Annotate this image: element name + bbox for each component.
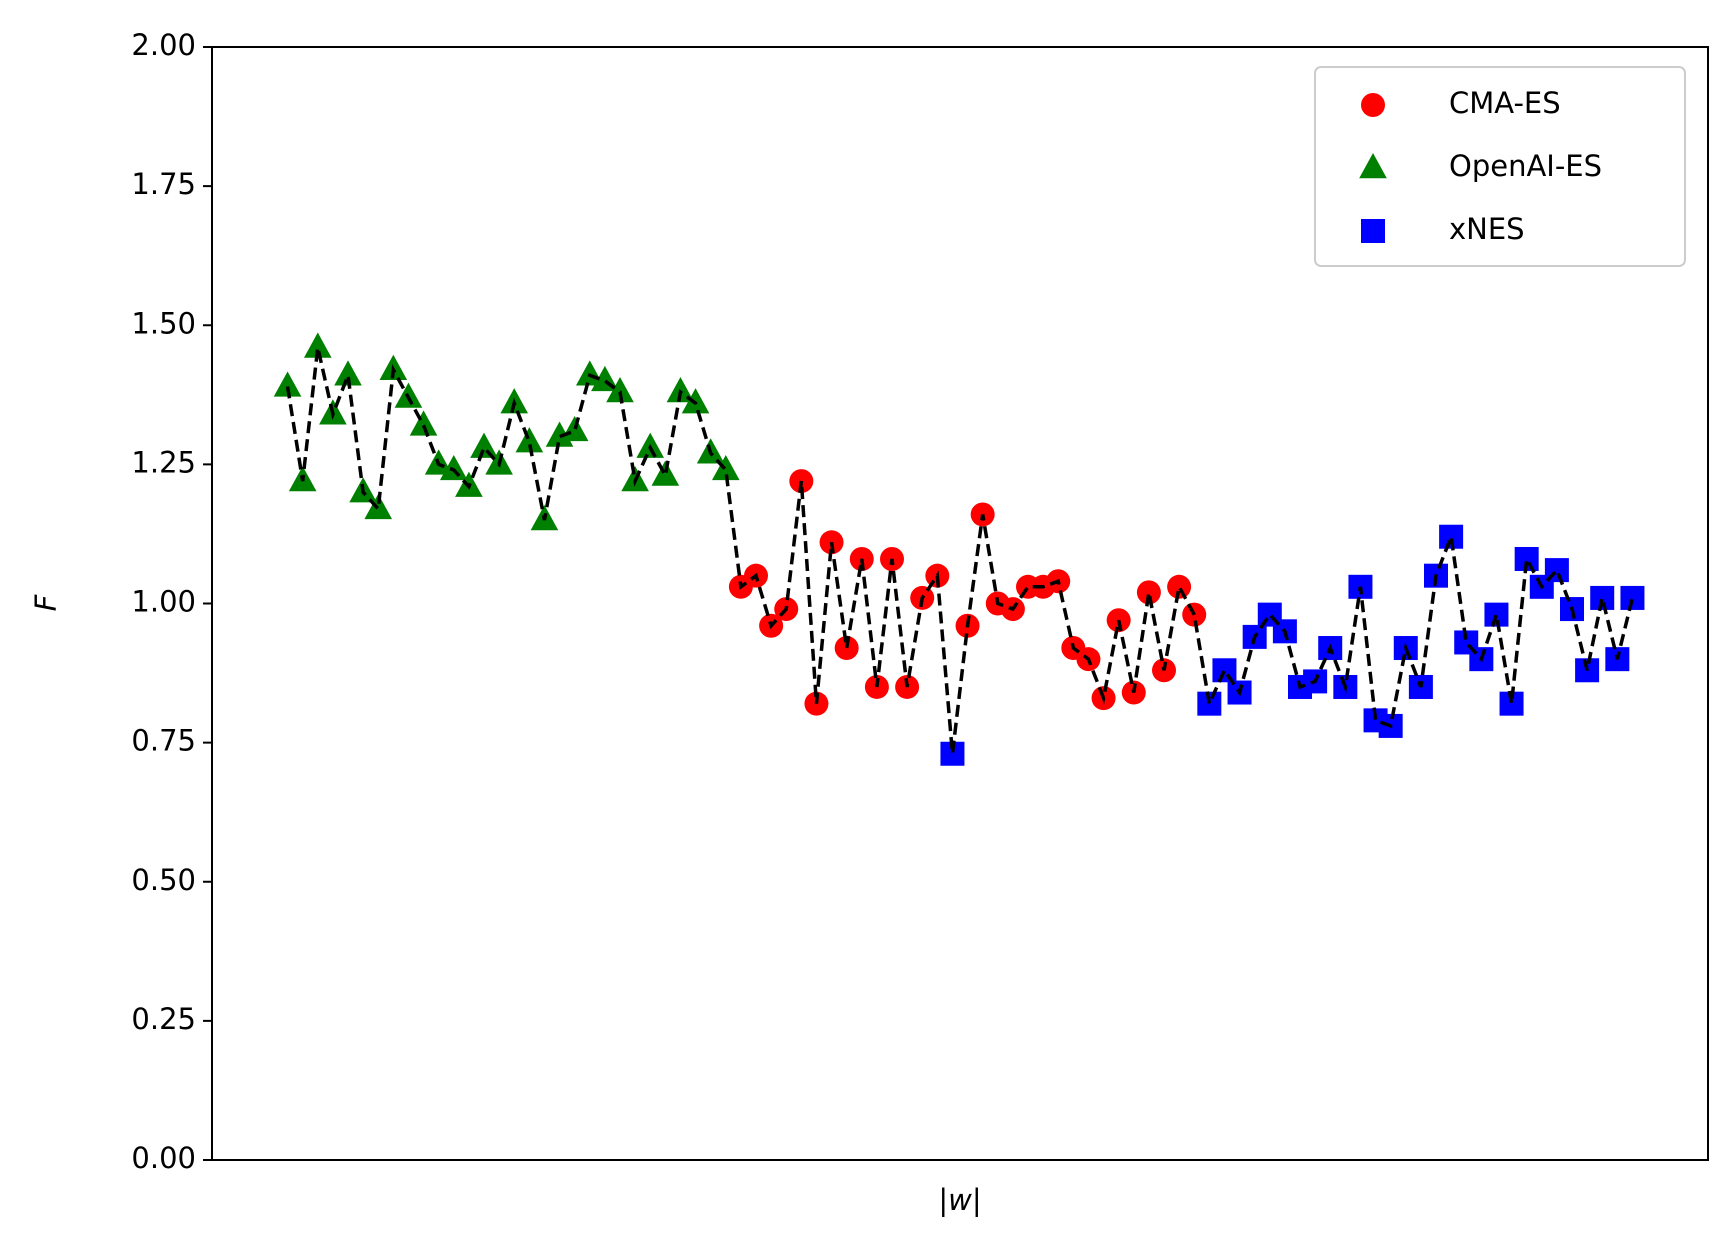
point: [666, 377, 695, 403]
legend-marker: [1361, 93, 1385, 117]
point: [606, 377, 634, 403]
y-tick-label: 1.75: [131, 167, 196, 201]
y-tick-label: 0.25: [131, 1002, 196, 1036]
point: [273, 371, 302, 397]
legend-marker: [1361, 219, 1385, 243]
point: [834, 636, 859, 661]
legend-label: xNES: [1449, 212, 1525, 246]
point: [1136, 580, 1161, 605]
point: [409, 410, 438, 436]
point: [334, 360, 362, 386]
y-tick-label: 0.50: [131, 863, 196, 897]
point: [470, 432, 498, 458]
y-tick-label: 1.00: [131, 585, 196, 619]
connector-line: [285, 347, 1635, 754]
y-tick-label: 2.00: [131, 28, 196, 62]
legend-label: CMA-ES: [1449, 86, 1561, 120]
y-tick-label: 1.25: [131, 445, 196, 479]
x-axis-label: |w|: [938, 1183, 981, 1217]
y-tick-label: 0.75: [131, 724, 196, 758]
point: [303, 332, 332, 358]
point: [1212, 658, 1237, 683]
y-tick-label: 1.50: [131, 306, 196, 340]
y-tick-label: 0.00: [131, 1141, 196, 1175]
y-axis-label: F: [29, 593, 63, 611]
point: [681, 388, 710, 414]
legend-marker: [1359, 153, 1387, 179]
point: [515, 427, 544, 453]
point: [1167, 574, 1192, 599]
point: [1620, 585, 1645, 610]
legend-box: [1314, 66, 1686, 267]
point: [651, 460, 680, 486]
point: [439, 454, 468, 481]
legend-label: OpenAI-ES: [1449, 149, 1602, 183]
